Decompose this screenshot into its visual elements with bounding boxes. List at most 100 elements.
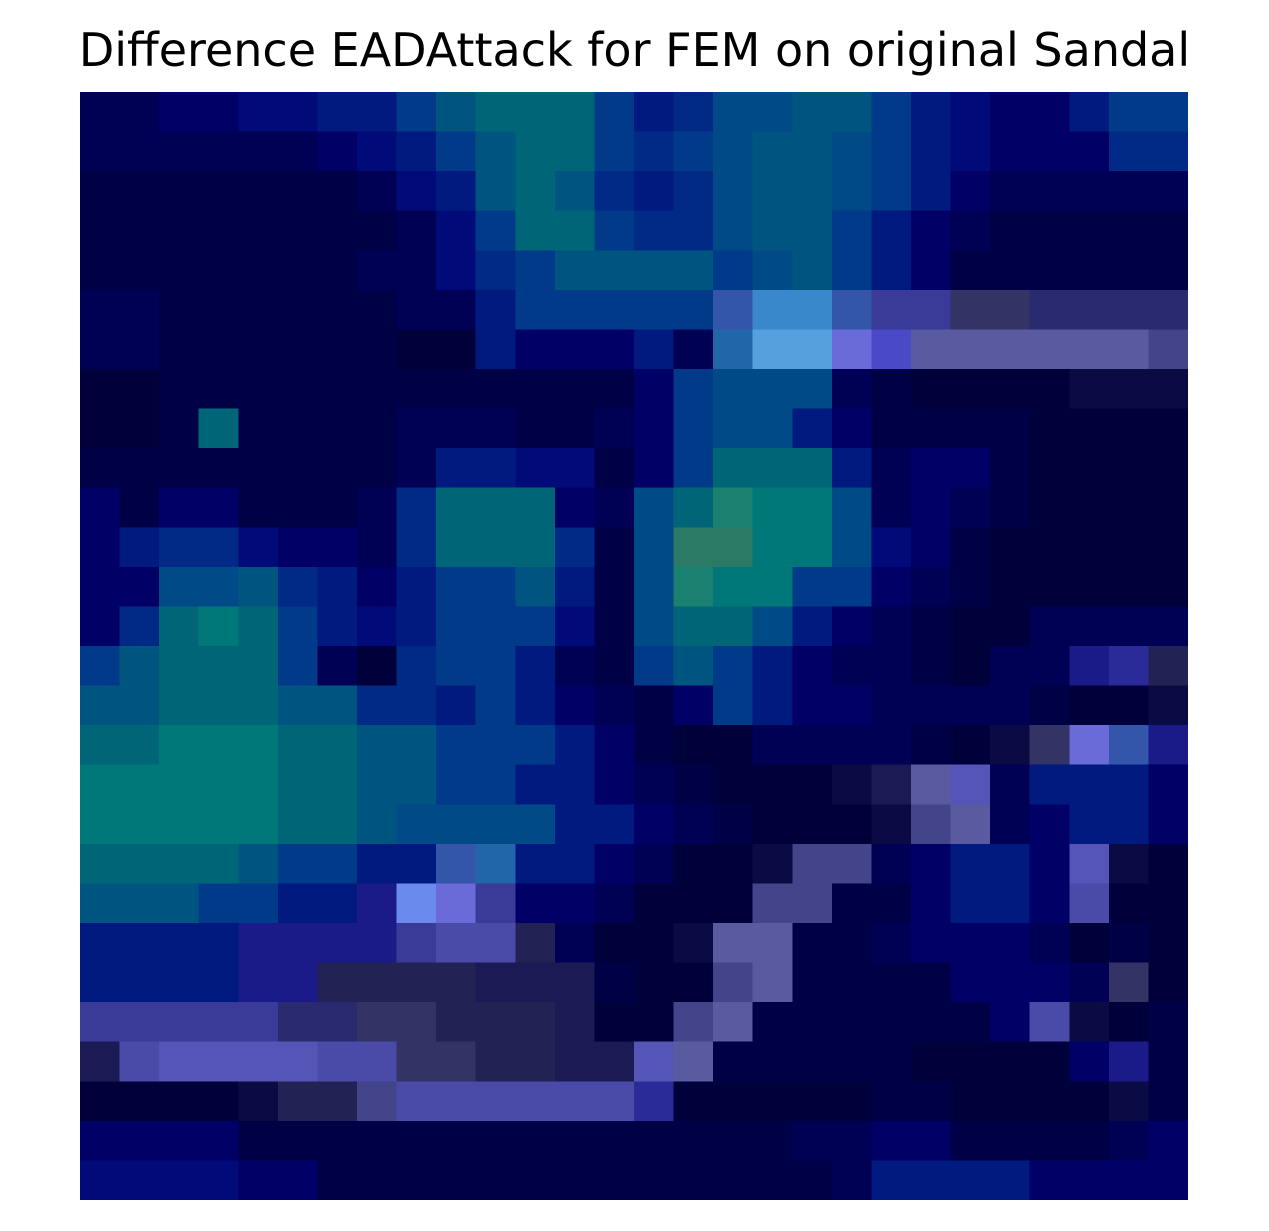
pixel-cell	[357, 646, 397, 686]
pixel-cell	[515, 844, 555, 884]
pixel-cell	[515, 132, 555, 172]
pixel-cell	[753, 132, 793, 172]
pixel-cell	[951, 132, 991, 172]
pixel-cell	[159, 171, 199, 211]
pixel-cell	[1148, 646, 1188, 686]
pixel-cell	[357, 567, 397, 607]
pixel-cell	[713, 883, 753, 923]
pixel-cell	[317, 923, 357, 963]
pixel-cell	[238, 290, 278, 330]
pixel-cell	[476, 804, 516, 844]
pixel-cell	[713, 923, 753, 963]
pixel-cell	[951, 250, 991, 290]
pixel-cell	[476, 1160, 516, 1200]
pixel-cell	[436, 409, 476, 449]
pixel-cell	[1069, 686, 1109, 726]
pixel-cell	[594, 844, 634, 884]
pixel-cell	[792, 1042, 832, 1082]
pixel-cell	[397, 646, 437, 686]
pixel-cell	[871, 132, 911, 172]
pixel-cell	[238, 527, 278, 567]
pixel-cell	[515, 448, 555, 488]
pixel-cell	[1148, 606, 1188, 646]
pixel-cell	[278, 923, 318, 963]
pixel-cell	[515, 211, 555, 251]
pixel-cell	[951, 725, 991, 765]
pixel-cell	[317, 250, 357, 290]
pixel-cell	[357, 804, 397, 844]
pixel-cell	[792, 369, 832, 409]
pixel-cell	[199, 923, 239, 963]
pixel-cell	[199, 132, 239, 172]
pixel-cell	[436, 1121, 476, 1161]
pixel-cell	[120, 1081, 160, 1121]
pixel-cell	[990, 686, 1030, 726]
pixel-cell	[199, 369, 239, 409]
pixel-cell	[713, 92, 753, 132]
pixel-cell	[911, 250, 951, 290]
pixel-cell	[159, 606, 199, 646]
pixel-cell	[1030, 567, 1070, 607]
pixel-cell	[278, 409, 318, 449]
pixel-cell	[674, 844, 714, 884]
pixel-cell	[674, 804, 714, 844]
pixel-cell	[594, 804, 634, 844]
pixel-cell	[1069, 1002, 1109, 1042]
pixel-cell	[1069, 963, 1109, 1003]
pixel-cell	[594, 132, 634, 172]
pixel-cell	[634, 923, 674, 963]
pixel-cell	[1109, 1042, 1149, 1082]
pixel-cell	[1148, 250, 1188, 290]
pixel-cell	[990, 646, 1030, 686]
pixel-cell	[199, 686, 239, 726]
pixel-cell	[1148, 448, 1188, 488]
pixel-cell	[159, 1160, 199, 1200]
pixel-cell	[199, 1042, 239, 1082]
pixel-cell	[120, 527, 160, 567]
pixel-cell	[674, 1042, 714, 1082]
pixel-cell	[436, 686, 476, 726]
pixel-cell	[80, 171, 120, 211]
pixel-cell	[397, 963, 437, 1003]
pixel-cell	[792, 923, 832, 963]
pixel-cell	[397, 448, 437, 488]
pixel-cell	[1109, 250, 1149, 290]
pixel-cell	[713, 409, 753, 449]
pixel-cell	[911, 329, 951, 369]
pixel-cell	[397, 329, 437, 369]
pixel-cell	[436, 250, 476, 290]
pixel-cell	[951, 448, 991, 488]
pixel-cell	[674, 1081, 714, 1121]
pixel-cell	[1069, 527, 1109, 567]
pixel-cell	[397, 409, 437, 449]
pixel-cell	[674, 883, 714, 923]
pixel-cell	[753, 686, 793, 726]
pixel-cell	[278, 606, 318, 646]
pixel-cell	[634, 488, 674, 528]
pixel-cell	[911, 1121, 951, 1161]
pixel-cell	[990, 92, 1030, 132]
pixel-cell	[753, 1002, 793, 1042]
pixel-cell	[357, 725, 397, 765]
pixel-cell	[476, 527, 516, 567]
pixel-cell	[1069, 1160, 1109, 1200]
pixel-cell	[159, 844, 199, 884]
pixel-cell	[1148, 1042, 1188, 1082]
pixel-cell	[1030, 369, 1070, 409]
pixel-cell	[911, 369, 951, 409]
pixel-cell	[278, 1121, 318, 1161]
pixel-cell	[1069, 765, 1109, 805]
pixel-cell	[436, 488, 476, 528]
pixel-cell	[1148, 92, 1188, 132]
pixel-cell	[1148, 1121, 1188, 1161]
pixel-cell	[397, 765, 437, 805]
pixel-cell	[911, 211, 951, 251]
pixel-cell	[832, 883, 872, 923]
pixel-cell	[515, 1002, 555, 1042]
pixel-cell	[238, 92, 278, 132]
pixel-cell	[397, 527, 437, 567]
pixel-cell	[357, 1002, 397, 1042]
pixel-cell	[990, 725, 1030, 765]
pixel-cell	[199, 567, 239, 607]
pixel-cell	[120, 567, 160, 607]
